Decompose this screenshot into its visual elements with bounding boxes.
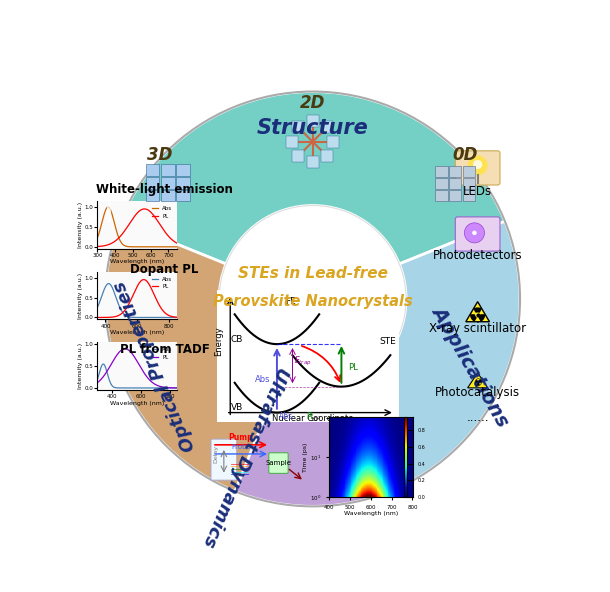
Wedge shape (120, 92, 505, 264)
Polygon shape (468, 373, 487, 388)
FancyBboxPatch shape (292, 150, 304, 162)
FancyBboxPatch shape (176, 189, 190, 201)
Text: PL from TADF: PL from TADF (120, 343, 209, 356)
FancyBboxPatch shape (462, 178, 475, 189)
FancyBboxPatch shape (327, 136, 339, 147)
Circle shape (473, 160, 482, 169)
FancyBboxPatch shape (292, 121, 304, 133)
FancyBboxPatch shape (146, 177, 159, 189)
FancyBboxPatch shape (321, 121, 333, 133)
FancyBboxPatch shape (307, 115, 318, 127)
FancyBboxPatch shape (176, 177, 190, 189)
Text: Dopant PL: Dopant PL (131, 263, 199, 276)
FancyBboxPatch shape (436, 166, 448, 177)
FancyBboxPatch shape (321, 150, 333, 162)
FancyBboxPatch shape (455, 151, 500, 185)
Text: ☢: ☢ (473, 378, 482, 388)
FancyBboxPatch shape (449, 191, 461, 201)
Text: Structure: Structure (257, 118, 368, 138)
FancyBboxPatch shape (161, 164, 174, 176)
Wedge shape (105, 221, 278, 491)
Circle shape (101, 87, 525, 511)
Wedge shape (348, 221, 520, 491)
Polygon shape (479, 315, 484, 321)
Polygon shape (471, 315, 476, 321)
Text: LEDs: LEDs (463, 185, 492, 198)
FancyBboxPatch shape (436, 191, 448, 201)
FancyBboxPatch shape (436, 178, 448, 189)
Text: 2D: 2D (300, 94, 325, 112)
FancyBboxPatch shape (146, 189, 159, 201)
FancyBboxPatch shape (161, 189, 174, 201)
FancyBboxPatch shape (176, 164, 190, 176)
Wedge shape (120, 334, 390, 506)
FancyBboxPatch shape (462, 191, 475, 201)
Circle shape (472, 230, 477, 235)
Text: White-light emission: White-light emission (96, 183, 233, 196)
Text: STEs in Lead-free: STEs in Lead-free (238, 266, 387, 281)
Polygon shape (466, 302, 489, 322)
Circle shape (468, 155, 487, 175)
FancyBboxPatch shape (146, 164, 159, 176)
Polygon shape (474, 308, 481, 312)
FancyBboxPatch shape (449, 178, 461, 189)
FancyBboxPatch shape (449, 166, 461, 177)
Text: Photocatalysis: Photocatalysis (435, 386, 520, 399)
Text: 3D: 3D (147, 146, 173, 165)
Text: Optical Properties: Optical Properties (111, 278, 199, 454)
Text: Photodetectors: Photodetectors (433, 249, 522, 262)
FancyBboxPatch shape (462, 166, 475, 177)
Circle shape (219, 205, 406, 392)
Text: ......: ...... (467, 411, 489, 424)
Text: 0D: 0D (453, 146, 478, 165)
FancyBboxPatch shape (286, 136, 298, 147)
Text: Ultrafast Dynamics: Ultrafast Dynamics (199, 363, 292, 549)
Text: Applications: Applications (428, 302, 512, 429)
Text: Perovskite Nanocrystals: Perovskite Nanocrystals (213, 294, 412, 309)
FancyBboxPatch shape (455, 217, 500, 251)
FancyBboxPatch shape (161, 177, 174, 189)
Text: X-ray scintillator: X-ray scintillator (429, 322, 526, 335)
FancyBboxPatch shape (307, 156, 318, 168)
Circle shape (464, 223, 484, 243)
